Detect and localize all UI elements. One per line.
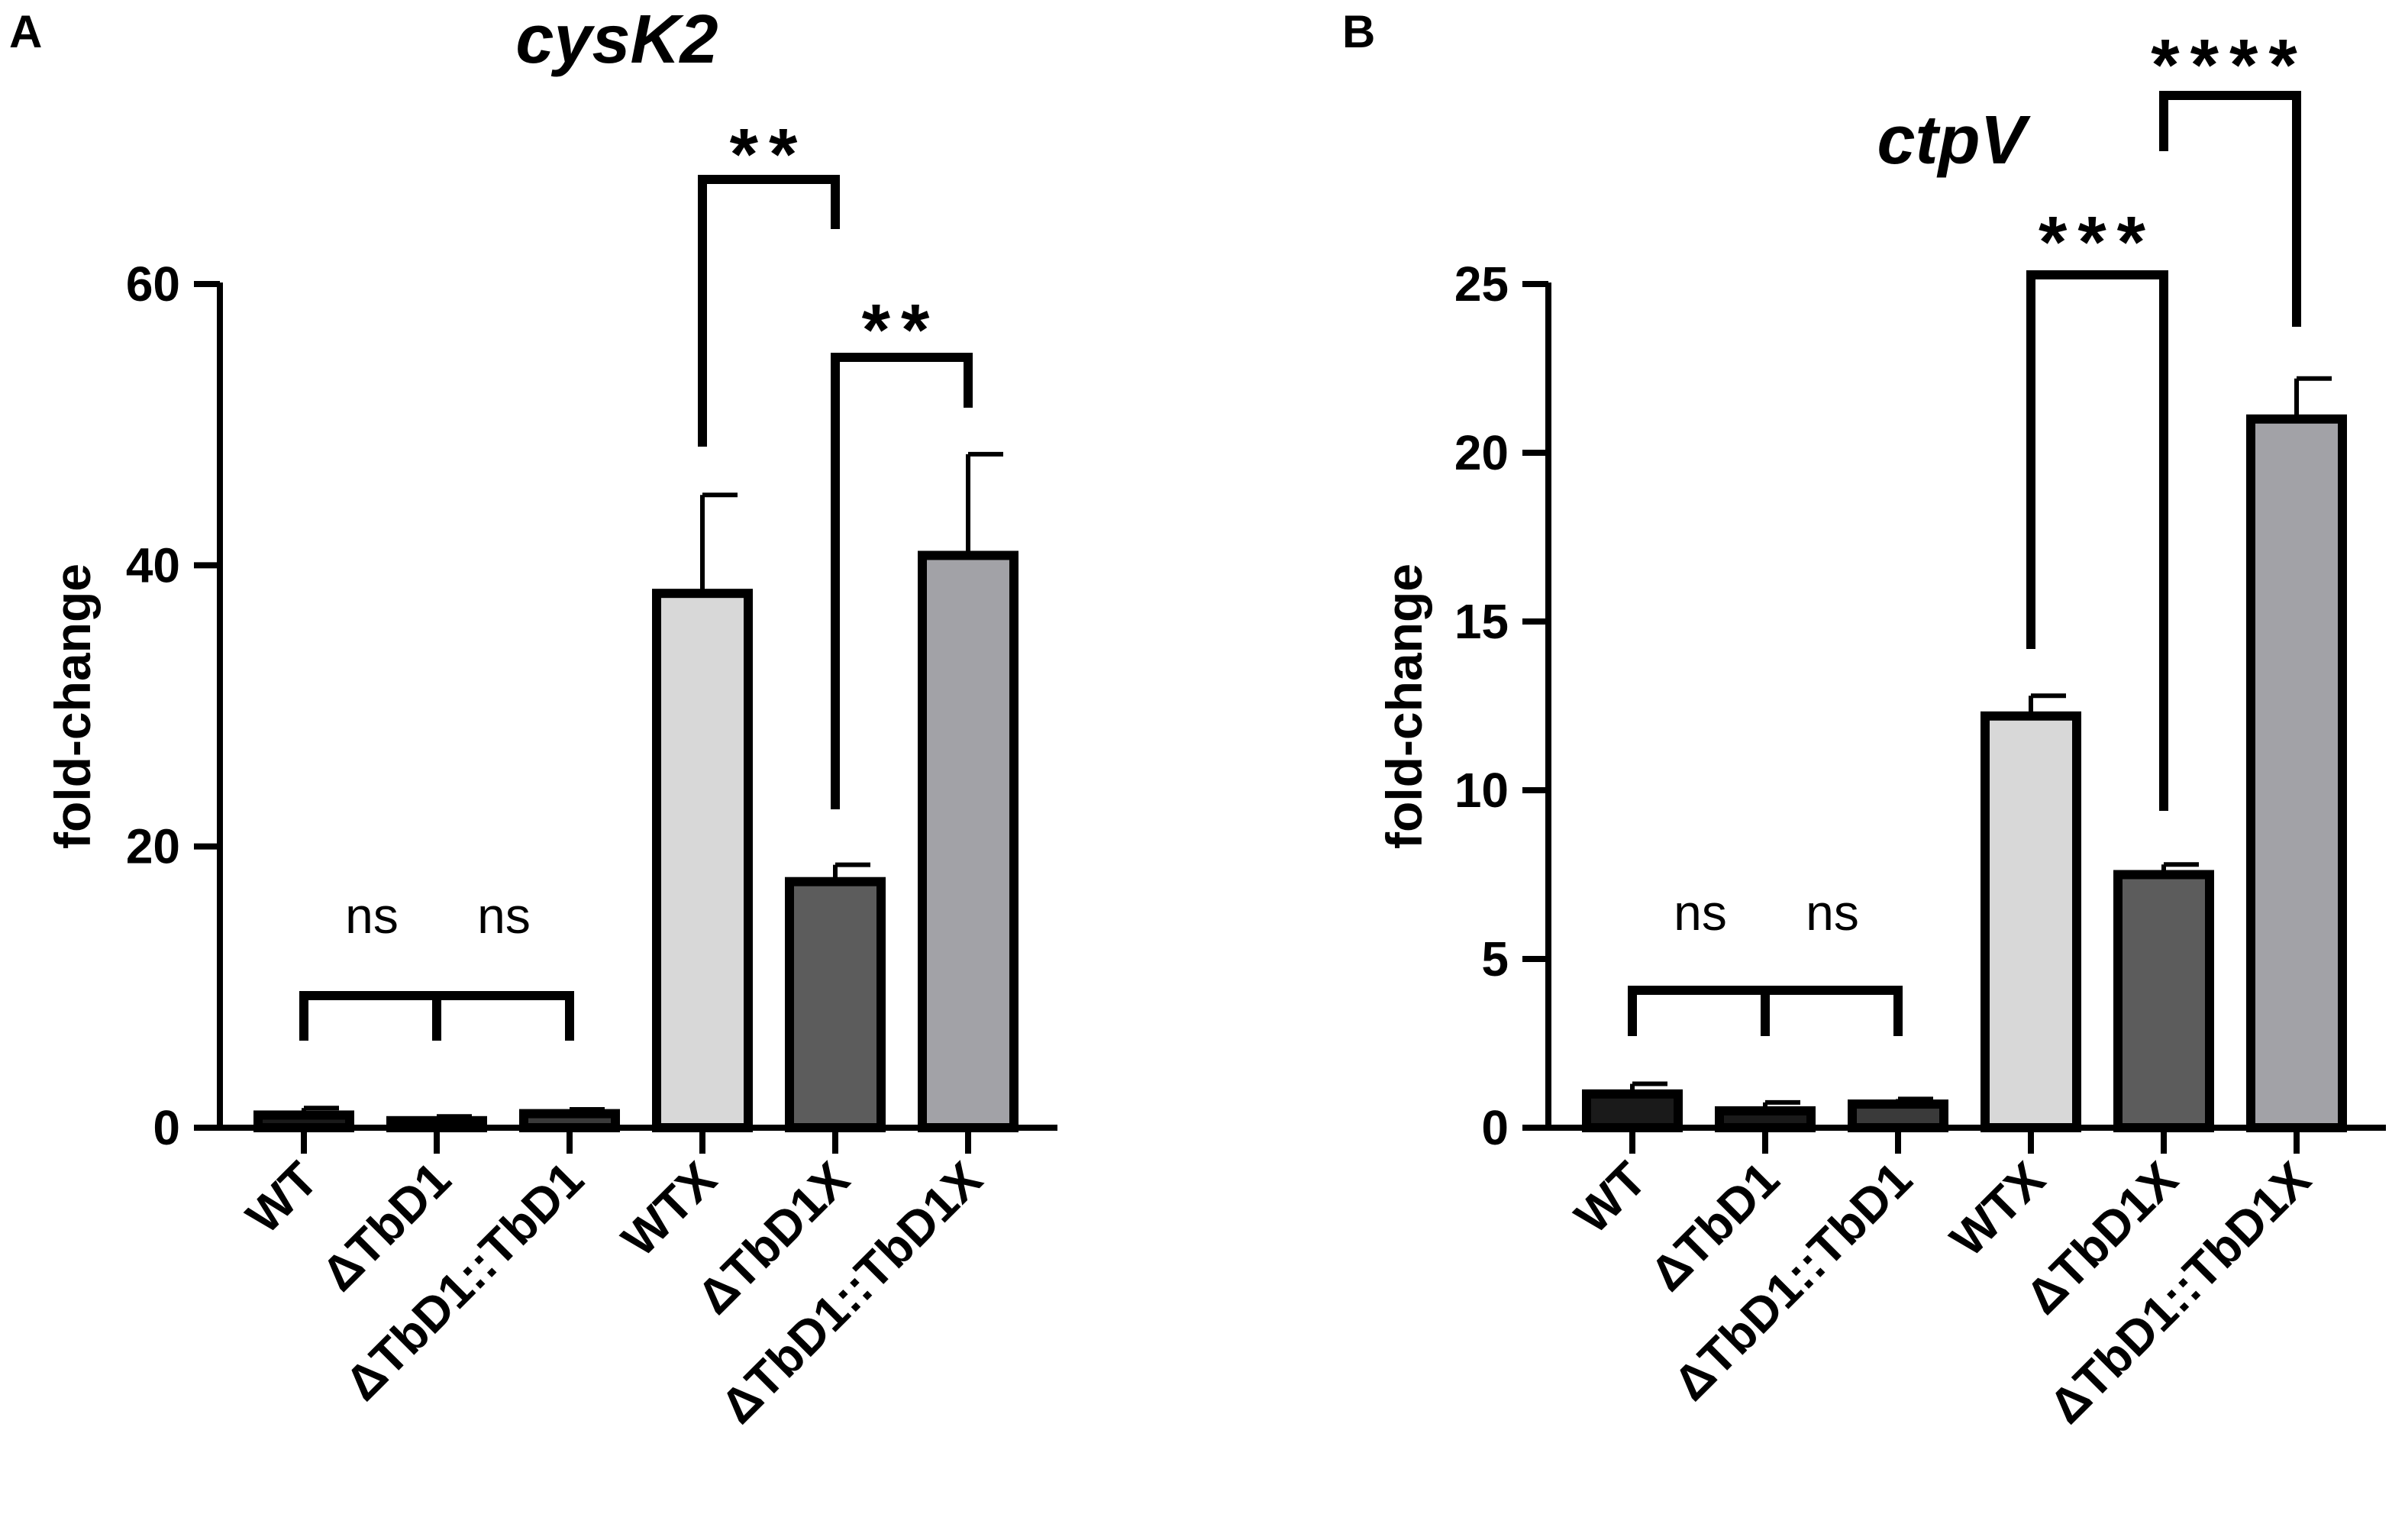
bar bbox=[386, 1115, 487, 1132]
y-tick-label: 20 bbox=[1454, 425, 1509, 480]
bar bbox=[1848, 1099, 1948, 1133]
significance-bracket bbox=[299, 991, 441, 1041]
bar bbox=[2246, 414, 2347, 1132]
significance-bracket bbox=[698, 175, 840, 447]
category-label: WT bbox=[236, 1151, 328, 1244]
chart-title: cysK2 bbox=[515, 2, 718, 78]
significance-label: ** bbox=[862, 289, 941, 371]
significance-bracket bbox=[1761, 986, 1903, 1036]
y-tick-label: 0 bbox=[153, 1100, 180, 1155]
y-tick-label: 60 bbox=[126, 257, 180, 312]
category-label: WT bbox=[1564, 1151, 1657, 1244]
significance-label: ns bbox=[1806, 884, 1859, 941]
chart-title: ctpV bbox=[1877, 102, 2031, 179]
bar bbox=[253, 1110, 354, 1133]
significance-label: ** bbox=[730, 114, 809, 195]
y-tick-label: 10 bbox=[1454, 763, 1509, 818]
significance-bracket bbox=[1628, 986, 1770, 1036]
category-label: WTX bbox=[1939, 1151, 2055, 1267]
panel-letter: A bbox=[9, 6, 42, 57]
y-axis-label: fold-change bbox=[1376, 563, 1432, 849]
y-tick-label: 40 bbox=[126, 538, 180, 592]
y-tick-label: 20 bbox=[126, 819, 180, 874]
bar bbox=[1582, 1089, 1683, 1133]
significance-bracket bbox=[2026, 270, 2168, 811]
y-tick-label: 25 bbox=[1454, 257, 1509, 312]
significance-bracket bbox=[2159, 91, 2301, 327]
significance-label: ns bbox=[345, 887, 399, 944]
bar bbox=[652, 589, 753, 1132]
category-label: ΔTbD1::TbD1 bbox=[1663, 1151, 1922, 1411]
bar bbox=[2113, 870, 2214, 1132]
bar bbox=[785, 877, 886, 1133]
significance-label: **** bbox=[2151, 24, 2307, 106]
y-tick-label: 0 bbox=[1481, 1100, 1509, 1155]
y-tick-label: 5 bbox=[1481, 931, 1509, 986]
significance-label: ns bbox=[1674, 884, 1727, 941]
category-label: WTX bbox=[611, 1151, 727, 1267]
y-axis-label: fold-change bbox=[44, 563, 101, 849]
bar bbox=[918, 550, 1018, 1132]
significance-label: *** bbox=[2039, 202, 2156, 283]
y-tick-label: 15 bbox=[1454, 594, 1509, 649]
significance-bracket bbox=[831, 353, 973, 809]
bar bbox=[519, 1109, 620, 1133]
bar bbox=[1715, 1106, 1816, 1133]
category-label: ΔTbD1::TbD1 bbox=[334, 1151, 594, 1411]
significance-bracket bbox=[432, 991, 574, 1041]
bar bbox=[1980, 711, 2081, 1132]
significance-label: ns bbox=[477, 887, 531, 944]
panel-letter: B bbox=[1342, 6, 1375, 57]
